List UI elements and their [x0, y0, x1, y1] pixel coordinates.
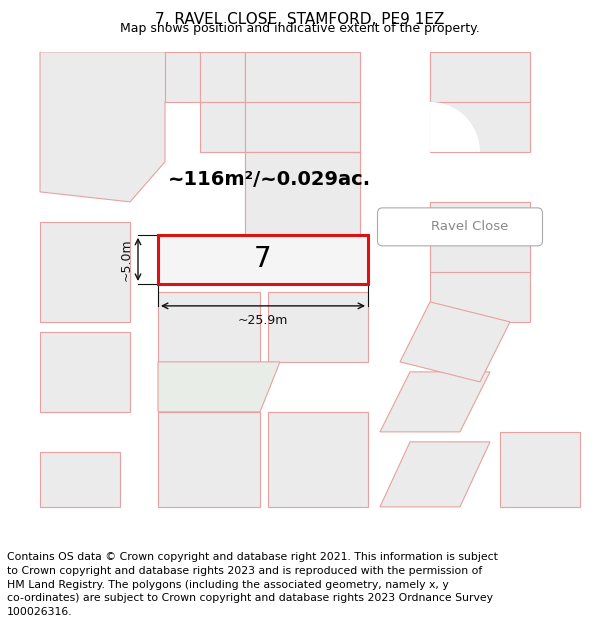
- Text: ~25.9m: ~25.9m: [238, 314, 288, 327]
- Polygon shape: [158, 292, 260, 362]
- Polygon shape: [40, 52, 200, 202]
- Text: ~5.0m: ~5.0m: [120, 238, 133, 281]
- Polygon shape: [380, 442, 490, 507]
- Text: Contains OS data © Crown copyright and database right 2021. This information is : Contains OS data © Crown copyright and d…: [7, 552, 498, 562]
- Polygon shape: [200, 102, 245, 152]
- Polygon shape: [430, 102, 480, 152]
- Text: 7: 7: [254, 246, 272, 273]
- Polygon shape: [165, 52, 200, 102]
- Text: Ravel Close: Ravel Close: [431, 221, 509, 233]
- Text: 100026316.: 100026316.: [7, 607, 73, 617]
- Polygon shape: [0, 507, 600, 542]
- Polygon shape: [158, 235, 368, 284]
- Polygon shape: [430, 202, 530, 322]
- Polygon shape: [430, 52, 530, 102]
- Polygon shape: [40, 222, 130, 322]
- Polygon shape: [268, 292, 368, 362]
- Text: HM Land Registry. The polygons (including the associated geometry, namely x, y: HM Land Registry. The polygons (includin…: [7, 580, 449, 590]
- Polygon shape: [245, 52, 360, 102]
- Polygon shape: [40, 452, 120, 507]
- Polygon shape: [268, 412, 368, 507]
- Polygon shape: [245, 152, 360, 235]
- Polygon shape: [430, 202, 530, 272]
- Text: co-ordinates) are subject to Crown copyright and database rights 2023 Ordnance S: co-ordinates) are subject to Crown copyr…: [7, 593, 493, 603]
- FancyBboxPatch shape: [377, 208, 542, 246]
- Polygon shape: [245, 152, 360, 222]
- Text: 7, RAVEL CLOSE, STAMFORD, PE9 1EZ: 7, RAVEL CLOSE, STAMFORD, PE9 1EZ: [155, 12, 445, 27]
- Polygon shape: [430, 52, 530, 152]
- Polygon shape: [380, 372, 490, 432]
- Polygon shape: [245, 52, 360, 152]
- Polygon shape: [158, 362, 280, 412]
- Polygon shape: [158, 412, 260, 507]
- Text: Map shows position and indicative extent of the property.: Map shows position and indicative extent…: [120, 22, 480, 35]
- Polygon shape: [40, 332, 130, 412]
- Polygon shape: [200, 52, 245, 102]
- Polygon shape: [400, 302, 510, 382]
- Polygon shape: [500, 432, 580, 507]
- Polygon shape: [30, 0, 130, 52]
- Polygon shape: [360, 52, 600, 282]
- Polygon shape: [0, 52, 40, 542]
- Text: to Crown copyright and database rights 2023 and is reproduced with the permissio: to Crown copyright and database rights 2…: [7, 566, 482, 576]
- Text: ~116m²/~0.029ac.: ~116m²/~0.029ac.: [168, 171, 371, 189]
